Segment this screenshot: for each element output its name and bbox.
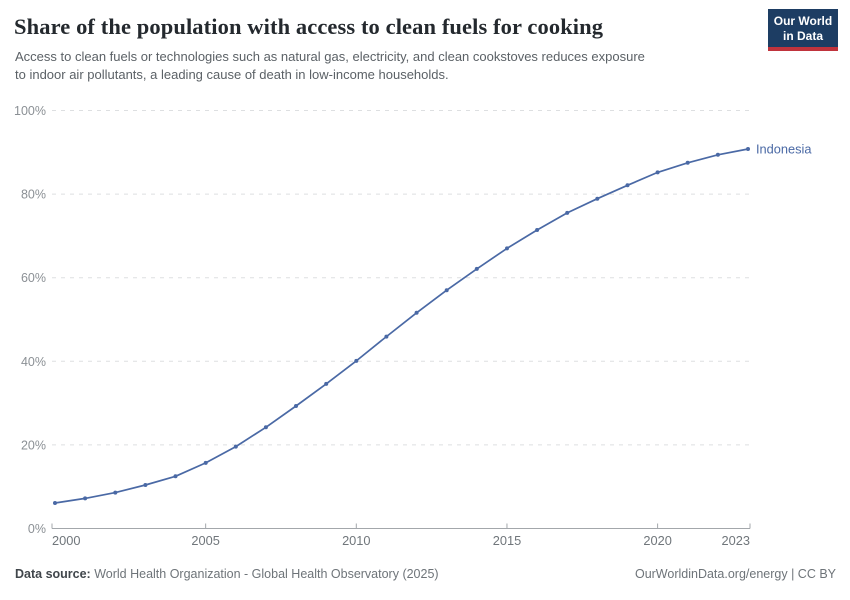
data-point-2022 bbox=[715, 152, 720, 157]
footer-credit: OurWorldinData.org/energy | CC BY bbox=[635, 567, 836, 581]
data-point-2023 bbox=[746, 147, 750, 151]
y-tick-label-20: 20% bbox=[21, 438, 46, 452]
footer-credit-link: OurWorldinData.org/energy bbox=[634, 567, 788, 581]
line-chart-canvas: 0% 20% 40% 60% 80% 100% 2000 2005 2010 2015 2020 20… bbox=[14, 104, 812, 548]
y-tick-label-0: 0% bbox=[28, 522, 46, 536]
chart-subtitle-line2: to indoor air pollutants, a leading caus… bbox=[15, 67, 449, 82]
footer-credit-separator: | bbox=[787, 567, 798, 581]
data-point-2006 bbox=[233, 444, 238, 449]
data-point-2004 bbox=[173, 474, 178, 479]
data-point-2017 bbox=[565, 210, 570, 215]
data-point-2010 bbox=[354, 358, 359, 363]
y-tick-label-80: 80% bbox=[21, 188, 46, 202]
data-source-note: Data source: World Health Organization -… bbox=[15, 567, 439, 581]
data-point-2009 bbox=[324, 381, 329, 386]
data-point-2014 bbox=[474, 266, 479, 271]
data-point-2002 bbox=[113, 490, 118, 495]
data-source-label: Data source: bbox=[15, 567, 91, 581]
y-tick-label-60: 60% bbox=[21, 271, 46, 285]
x-tick-label-2015: 2015 bbox=[493, 533, 521, 548]
data-point-2001 bbox=[83, 496, 88, 501]
x-tick-label-2005: 2005 bbox=[191, 533, 219, 548]
owid-logo-line2: in Data bbox=[782, 28, 823, 43]
x-tick-label-2000: 2000 bbox=[52, 533, 80, 548]
data-point-2011 bbox=[384, 334, 389, 339]
chart-subtitle: Access to clean fuels or technologies su… bbox=[15, 48, 645, 84]
data-point-2015 bbox=[505, 246, 509, 251]
chart-title: Share of the population with access to c… bbox=[14, 14, 604, 39]
y-tick-label-100: 100% bbox=[14, 104, 46, 118]
data-point-2008 bbox=[294, 404, 298, 408]
data-line-indonesia bbox=[54, 148, 749, 504]
data-point-2003 bbox=[143, 483, 148, 487]
owid-logo-line1: Our World bbox=[773, 14, 833, 28]
data-point-2013 bbox=[444, 288, 449, 293]
data-point-2019 bbox=[625, 183, 630, 188]
y-tick-label-40: 40% bbox=[21, 355, 46, 369]
chart-footer: Data source: World Health Organization -… bbox=[15, 567, 836, 581]
data-point-2012 bbox=[414, 310, 419, 315]
x-tick-label-2023: 2023 bbox=[722, 533, 750, 548]
data-point-2016 bbox=[535, 228, 540, 232]
entity-label-indonesia: Indonesia bbox=[756, 141, 812, 156]
data-point-2000 bbox=[53, 501, 57, 505]
data-source-text: World Health Organization - Global Healt… bbox=[90, 567, 439, 581]
data-point-2007 bbox=[263, 425, 268, 430]
footer-license: CC BY bbox=[797, 567, 836, 581]
data-point-2005 bbox=[203, 460, 208, 465]
chart-subtitle-line1: Access to clean fuels or technologies su… bbox=[15, 49, 645, 64]
x-tick-label-2020: 2020 bbox=[643, 533, 671, 548]
data-point-2020 bbox=[655, 170, 660, 175]
data-point-2018 bbox=[595, 196, 600, 201]
x-tick-label-2010: 2010 bbox=[342, 533, 370, 548]
owid-logo: Our World in Data bbox=[768, 9, 838, 51]
data-point-2021 bbox=[685, 160, 690, 165]
